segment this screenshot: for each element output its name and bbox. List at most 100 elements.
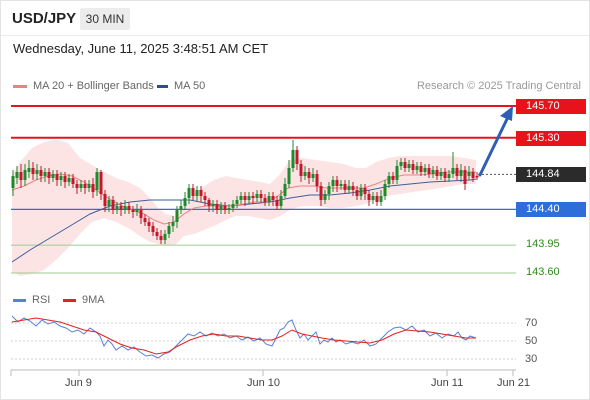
level-tag-143-95: 143.95: [526, 238, 560, 250]
candle-body-2: [19, 172, 23, 180]
candle-body-105: [431, 170, 435, 174]
candle-body-103: [423, 168, 427, 172]
candle-body-54: [227, 208, 231, 210]
candle-body-101: [415, 166, 419, 170]
candle-body-80: [331, 180, 335, 186]
x-label-jun10: Jun 10: [247, 377, 281, 389]
symbol-title: USD/JPY: [12, 10, 77, 27]
candle-body-98: [403, 162, 407, 168]
candle-body-3: [23, 170, 27, 180]
bollinger-band-area: [12, 140, 476, 276]
candle-body-113: [463, 170, 467, 184]
candle-body-6: [35, 170, 39, 174]
research-credit: Research © 2025 Trading Central: [416, 80, 581, 92]
interval-button[interactable]: 30 MIN: [80, 8, 130, 30]
candle-body-25: [111, 200, 115, 210]
candle-body-70: [291, 150, 295, 168]
candle-body-1: [15, 172, 19, 178]
candle-body-100: [411, 164, 415, 170]
candle-body-87: [359, 188, 363, 196]
rsi-level-50: 50: [525, 335, 538, 347]
candle-body-44: [187, 188, 191, 198]
level-tag-145-30: 145.30: [516, 131, 586, 146]
candle-body-14: [67, 178, 71, 182]
last-price-tag: 144.84: [516, 167, 586, 182]
candle-body-93: [383, 184, 387, 196]
candle-body-47: [199, 190, 203, 196]
rsi-level-70: 70: [525, 317, 538, 329]
legend-ma20-label: MA 20 + Bollinger Bands: [33, 80, 154, 92]
candle-body-88: [363, 188, 367, 194]
candle-body-57: [239, 196, 243, 200]
candle-body-110: [451, 168, 455, 174]
candle-body-77: [319, 186, 323, 200]
candle-body-76: [315, 174, 319, 186]
candle-body-45: [191, 188, 195, 196]
ma20-swatch-icon: [13, 84, 27, 88]
candle-body-13: [63, 176, 67, 182]
candle-body-0: [11, 176, 15, 188]
rsi-ma-legend: 9MA: [63, 294, 105, 306]
forecast-arrow-head: [500, 106, 513, 121]
candle-body-79: [327, 186, 331, 194]
level-tag-144-40: 144.40: [516, 202, 586, 217]
candle-body-63: [263, 198, 267, 202]
forecast-arrow-shaft: [478, 115, 510, 177]
candle-body-27: [119, 206, 123, 210]
level-tag-145-70: 145.70: [516, 99, 586, 114]
candle-body-91: [375, 196, 379, 202]
candle-body-23: [103, 194, 107, 206]
x-label-jun21: Jun 21: [497, 377, 531, 389]
candle-body-72: [299, 164, 303, 176]
candle-body-82: [339, 184, 343, 186]
x-label-jun9: Jun 9: [65, 377, 92, 389]
candle-body-68: [283, 184, 287, 196]
candle-body-43: [183, 198, 187, 206]
rsi-ma-legend-label: 9MA: [82, 294, 105, 306]
candle-body-56: [235, 200, 239, 204]
legend-ma50: MA 50: [157, 80, 205, 92]
candle-body-97: [399, 162, 403, 166]
candle-body-83: [343, 184, 347, 190]
candle-body-20: [91, 184, 95, 192]
candle-body-33: [143, 218, 147, 222]
candle-body-102: [419, 166, 423, 172]
candle-body-50: [211, 204, 215, 206]
candle-body-46: [195, 190, 199, 196]
candle-body-52: [219, 206, 223, 210]
candle-body-8: [43, 172, 47, 176]
candle-body-40: [171, 222, 175, 226]
legend-ma20: MA 20 + Bollinger Bands: [13, 80, 154, 92]
candle-body-7: [39, 170, 43, 176]
candle-body-21: [95, 172, 99, 190]
candle-body-67: [279, 196, 283, 206]
candle-body-22: [99, 172, 103, 194]
candle-body-15: [71, 178, 75, 184]
candle-body-75: [311, 174, 315, 178]
candle-body-107: [439, 172, 443, 176]
candle-body-26: [115, 206, 119, 210]
candle-body-108: [443, 172, 447, 178]
candle-body-35: [151, 226, 155, 232]
candle-body-96: [395, 166, 399, 180]
candle-body-55: [231, 204, 235, 208]
candle-body-59: [247, 196, 251, 200]
candle-body-90: [371, 196, 375, 200]
ma50-line: [11, 178, 477, 263]
candle-body-49: [207, 200, 211, 206]
candle-body-111: [455, 168, 459, 176]
candle-body-86: [355, 190, 359, 196]
rsi-level-30: 30: [525, 353, 538, 365]
candle-body-60: [251, 196, 255, 198]
rsi-panel: [11, 315, 516, 360]
candle-body-48: [203, 196, 207, 200]
candle-body-10: [51, 174, 55, 178]
legend-ma50-label: MA 50: [174, 80, 206, 92]
candle-body-74: [307, 172, 311, 178]
candle-body-64: [267, 196, 271, 202]
candle-body-109: [447, 174, 451, 178]
candle-body-58: [243, 196, 247, 200]
rsi-swatch-icon: [13, 298, 26, 302]
candle-body-69: [287, 168, 291, 184]
